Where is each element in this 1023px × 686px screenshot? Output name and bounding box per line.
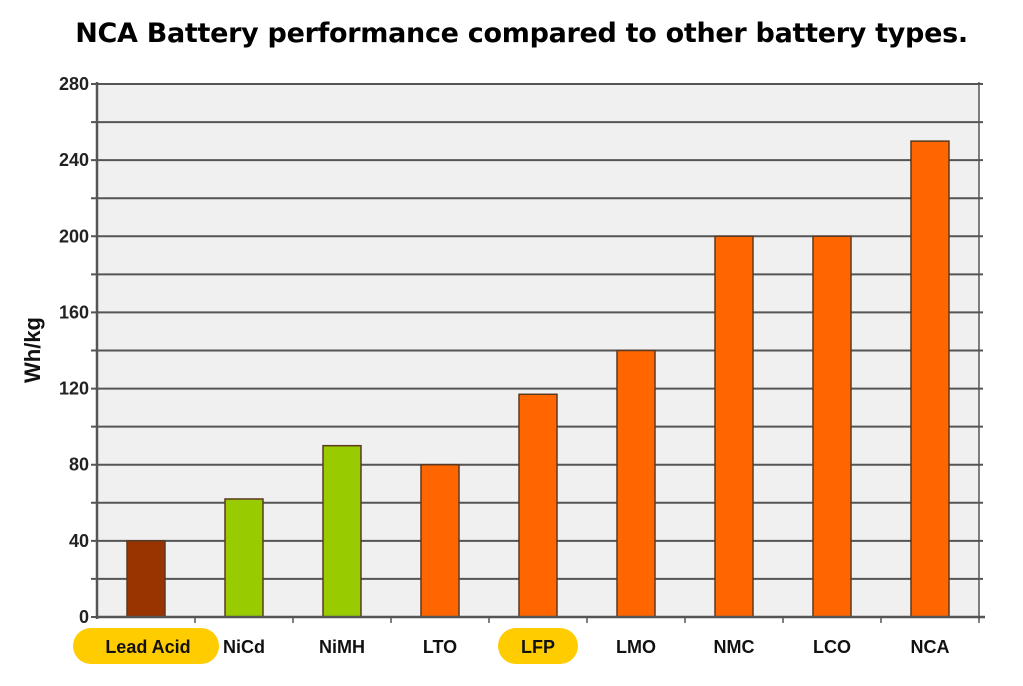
x-tick-label: Lead Acid [105, 637, 190, 657]
y-tick-label: 120 [59, 379, 89, 399]
y-tick-label: 80 [69, 455, 89, 475]
y-tick-label: 200 [59, 226, 89, 246]
y-tick-label: 280 [59, 74, 89, 94]
x-tick-label: LTO [423, 637, 457, 657]
x-tick-label: LMO [616, 637, 656, 657]
bar-nca [910, 140, 950, 618]
x-tick-label: NiCd [223, 637, 265, 657]
bar-lmo [616, 349, 656, 618]
bar-lead-acid [126, 540, 166, 618]
y-tick-label: 160 [59, 302, 89, 322]
bar-lfp [518, 393, 558, 618]
bar-lto [420, 463, 460, 618]
highlight-lfp [498, 628, 578, 664]
x-tick-label: LFP [521, 637, 555, 657]
y-axis-label: Wh/kg [20, 317, 45, 383]
y-tick-label: 0 [79, 607, 89, 627]
x-tick-label: NMC [714, 637, 755, 657]
y-tick-label: 40 [69, 531, 89, 551]
x-tick-label: NCA [911, 637, 950, 657]
y-tick-label: 240 [59, 150, 89, 170]
bar-nicd [224, 498, 264, 618]
x-tick-label: NiMH [319, 637, 365, 657]
chart-title: NCA Battery performance compared to othe… [75, 18, 968, 49]
bar-nmc [714, 235, 754, 618]
bar-lco [812, 235, 852, 618]
bar-nimh [322, 444, 362, 618]
x-tick-label: LCO [813, 637, 851, 657]
highlight-lead-acid [73, 628, 219, 664]
